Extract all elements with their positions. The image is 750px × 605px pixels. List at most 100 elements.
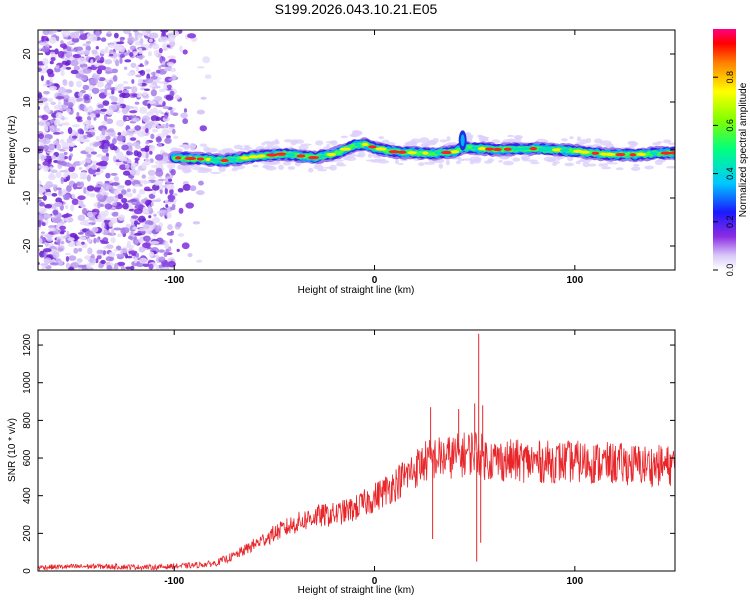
noise-speck <box>130 231 134 236</box>
noise-speck <box>158 47 163 54</box>
noise-speck <box>101 120 108 126</box>
noise-speck <box>103 209 109 217</box>
noise-speck <box>74 46 83 51</box>
noise-speck <box>64 252 71 256</box>
noise-speck <box>69 56 75 60</box>
noise-speck <box>39 97 48 103</box>
signal-hotspot <box>636 152 647 156</box>
colorbar-gradient <box>713 29 736 270</box>
noise-speck <box>116 253 125 257</box>
noise-speck <box>90 59 94 66</box>
signal-hotspot <box>503 147 513 151</box>
noise-speck <box>68 80 74 88</box>
signal-halo <box>365 159 377 162</box>
noise-speck <box>78 167 83 170</box>
noise-speck <box>155 69 161 74</box>
noise-speck <box>104 88 108 96</box>
noise-speck <box>43 184 51 190</box>
noise-speck <box>172 30 180 37</box>
noise-speck <box>138 64 145 68</box>
noise-speck <box>105 196 114 203</box>
noise-speck <box>125 104 131 109</box>
noise-speck <box>128 32 132 38</box>
signal-peak-core <box>460 134 465 147</box>
noise-speck <box>104 59 113 65</box>
noise-speck <box>87 105 94 113</box>
signal-halo <box>398 162 404 165</box>
signal-halo <box>445 159 450 166</box>
noise-speck <box>56 187 62 191</box>
noise-speck <box>105 172 111 179</box>
noise-speck <box>113 176 120 182</box>
noise-speck <box>64 57 69 61</box>
snr-line-group <box>38 333 675 571</box>
noise-speck <box>159 88 166 93</box>
noise-speck <box>183 108 188 113</box>
noise-speck <box>109 256 113 261</box>
noise-speck <box>145 141 150 145</box>
noise-speck <box>167 35 175 43</box>
snr-y-tick-label: 600 <box>22 449 33 466</box>
noise-speck <box>110 182 120 186</box>
noise-speck <box>155 111 159 117</box>
noise-speck <box>166 62 175 67</box>
noise-speck <box>134 125 142 131</box>
noise-speck <box>47 98 54 103</box>
noise-speck <box>175 221 182 228</box>
signal-halo <box>654 159 663 166</box>
noise-speck <box>159 189 163 194</box>
noise-speck <box>170 67 177 73</box>
noise-speck <box>160 112 165 115</box>
noise-speck <box>130 62 137 68</box>
noise-speck <box>41 114 49 121</box>
noise-speck <box>132 30 138 33</box>
signal-hotspot <box>220 158 230 163</box>
noise-speck <box>132 226 138 230</box>
noise-speck <box>59 131 64 135</box>
noise-speck <box>68 255 77 261</box>
noise-speck <box>127 145 133 153</box>
noise-speck <box>105 217 113 221</box>
noise-speck <box>118 185 125 189</box>
noise-speck <box>158 249 165 253</box>
noise-speck <box>162 266 169 270</box>
noise-speck <box>133 256 138 264</box>
noise-speck <box>71 37 80 43</box>
noise-speck <box>95 135 100 141</box>
noise-speck <box>60 70 65 76</box>
noise-speck <box>159 36 169 42</box>
noise-speck <box>147 51 152 57</box>
noise-speck <box>79 30 84 35</box>
noise-speck <box>170 168 176 176</box>
signal-hotspot <box>175 156 182 160</box>
noise-speck <box>134 157 140 161</box>
signal-halo <box>233 144 243 150</box>
noise-speck <box>101 139 109 143</box>
noise-speck <box>138 246 146 253</box>
signal-halo <box>446 136 451 142</box>
noise-speck <box>145 199 153 207</box>
noise-speck <box>104 46 109 54</box>
noise-speck <box>61 141 70 148</box>
signal-halo <box>378 136 385 140</box>
noise-speck <box>42 248 52 253</box>
noise-speck <box>100 259 106 265</box>
signal-halo <box>600 166 612 170</box>
noise-speck <box>110 172 118 176</box>
noise-speck <box>38 213 45 221</box>
noise-speck <box>153 180 161 186</box>
signal-halo <box>507 134 515 138</box>
noise-speck <box>196 259 203 263</box>
snr-y-tick-label: 1000 <box>22 371 33 394</box>
noise-speck <box>76 111 80 118</box>
noise-speck <box>138 55 144 60</box>
noise-speck <box>117 193 123 200</box>
noise-speck <box>161 155 170 162</box>
noise-speck <box>100 37 107 42</box>
noise-speck <box>86 263 92 269</box>
noise-speck <box>64 61 70 66</box>
colorbar-tick-label: 0.0 <box>725 264 735 277</box>
noise-speck <box>42 155 47 160</box>
spectrogram-x-label: Height of straight line (km) <box>298 285 415 296</box>
noise-speck <box>106 264 113 270</box>
